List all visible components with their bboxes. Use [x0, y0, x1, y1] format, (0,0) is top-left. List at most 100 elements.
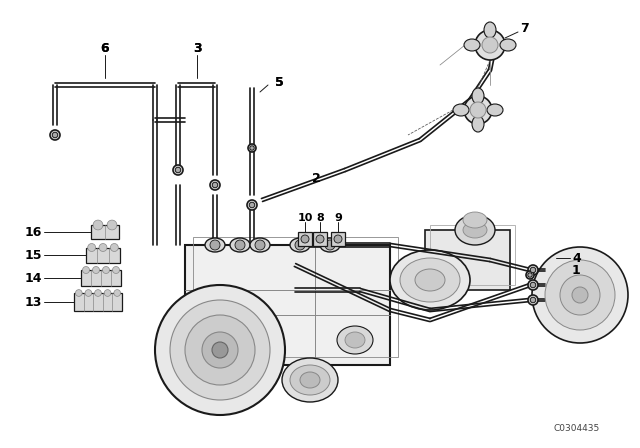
Circle shape	[93, 220, 103, 230]
Text: 11: 11	[572, 276, 589, 289]
Circle shape	[532, 247, 628, 343]
Circle shape	[110, 244, 118, 251]
Circle shape	[526, 271, 534, 279]
Ellipse shape	[282, 358, 338, 402]
Text: 6: 6	[100, 42, 109, 55]
Circle shape	[528, 280, 538, 290]
Ellipse shape	[500, 39, 516, 51]
Ellipse shape	[230, 238, 250, 252]
Text: C0304435: C0304435	[554, 423, 600, 432]
Ellipse shape	[453, 104, 469, 116]
Circle shape	[88, 244, 95, 251]
Text: 7: 7	[520, 22, 529, 34]
Ellipse shape	[463, 222, 487, 238]
Circle shape	[250, 146, 254, 150]
Circle shape	[107, 220, 117, 230]
Circle shape	[531, 297, 536, 303]
Circle shape	[475, 30, 505, 60]
Circle shape	[464, 96, 492, 124]
Bar	[193, 237, 398, 357]
Text: 1: 1	[572, 263, 580, 276]
Circle shape	[301, 235, 309, 243]
Text: 10: 10	[298, 213, 313, 223]
Text: 14: 14	[24, 271, 42, 284]
Circle shape	[545, 260, 615, 330]
Text: 3: 3	[193, 42, 202, 55]
Bar	[298, 232, 312, 246]
Ellipse shape	[400, 258, 460, 302]
Ellipse shape	[345, 332, 365, 348]
Bar	[313, 232, 327, 246]
Circle shape	[155, 285, 285, 415]
Circle shape	[185, 315, 255, 385]
Circle shape	[202, 332, 238, 368]
Ellipse shape	[290, 365, 330, 395]
Circle shape	[93, 267, 99, 273]
Circle shape	[50, 130, 60, 140]
Circle shape	[99, 244, 107, 251]
Circle shape	[316, 235, 324, 243]
Circle shape	[102, 267, 109, 273]
Text: 5: 5	[275, 76, 284, 89]
Ellipse shape	[464, 39, 480, 51]
Circle shape	[95, 290, 101, 297]
Circle shape	[334, 235, 342, 243]
Circle shape	[255, 240, 265, 250]
Ellipse shape	[250, 238, 270, 252]
Circle shape	[235, 240, 245, 250]
Circle shape	[295, 240, 305, 250]
Circle shape	[85, 290, 92, 297]
Circle shape	[173, 165, 183, 175]
Circle shape	[249, 202, 255, 208]
Bar	[91, 225, 119, 239]
Circle shape	[210, 180, 220, 190]
Circle shape	[175, 167, 180, 173]
Text: 3: 3	[193, 42, 202, 55]
Circle shape	[470, 102, 486, 118]
Circle shape	[482, 37, 498, 53]
Ellipse shape	[455, 215, 495, 245]
Circle shape	[531, 282, 536, 288]
Circle shape	[528, 273, 532, 277]
Circle shape	[528, 295, 538, 305]
Ellipse shape	[472, 88, 484, 104]
Bar	[185, 245, 390, 365]
Text: 4: 4	[572, 251, 580, 264]
Ellipse shape	[487, 104, 503, 116]
Circle shape	[76, 290, 82, 297]
Circle shape	[210, 240, 220, 250]
Ellipse shape	[337, 326, 373, 354]
Circle shape	[572, 287, 588, 303]
Circle shape	[114, 290, 120, 297]
Bar	[81, 270, 121, 286]
Circle shape	[83, 267, 90, 273]
Text: 12: 12	[572, 288, 589, 301]
Text: 8: 8	[316, 213, 324, 223]
Text: 6: 6	[100, 42, 109, 55]
Circle shape	[170, 300, 270, 400]
Ellipse shape	[463, 212, 487, 228]
Bar	[331, 232, 345, 246]
Ellipse shape	[300, 372, 320, 388]
Circle shape	[113, 267, 120, 273]
Circle shape	[104, 290, 111, 297]
Text: 9: 9	[334, 213, 342, 223]
Text: 2: 2	[312, 172, 321, 185]
Circle shape	[52, 132, 58, 138]
Text: 16: 16	[24, 225, 42, 238]
Circle shape	[248, 144, 256, 152]
Circle shape	[528, 265, 538, 275]
Circle shape	[325, 240, 335, 250]
Bar	[74, 293, 122, 311]
Bar	[86, 247, 120, 263]
Ellipse shape	[205, 238, 225, 252]
Ellipse shape	[290, 238, 310, 252]
Ellipse shape	[390, 250, 470, 310]
Text: 13: 13	[24, 296, 42, 309]
Circle shape	[531, 267, 536, 273]
Bar	[425, 230, 510, 290]
Ellipse shape	[415, 269, 445, 291]
Text: 5: 5	[275, 76, 284, 89]
Circle shape	[247, 200, 257, 210]
Ellipse shape	[484, 22, 496, 38]
